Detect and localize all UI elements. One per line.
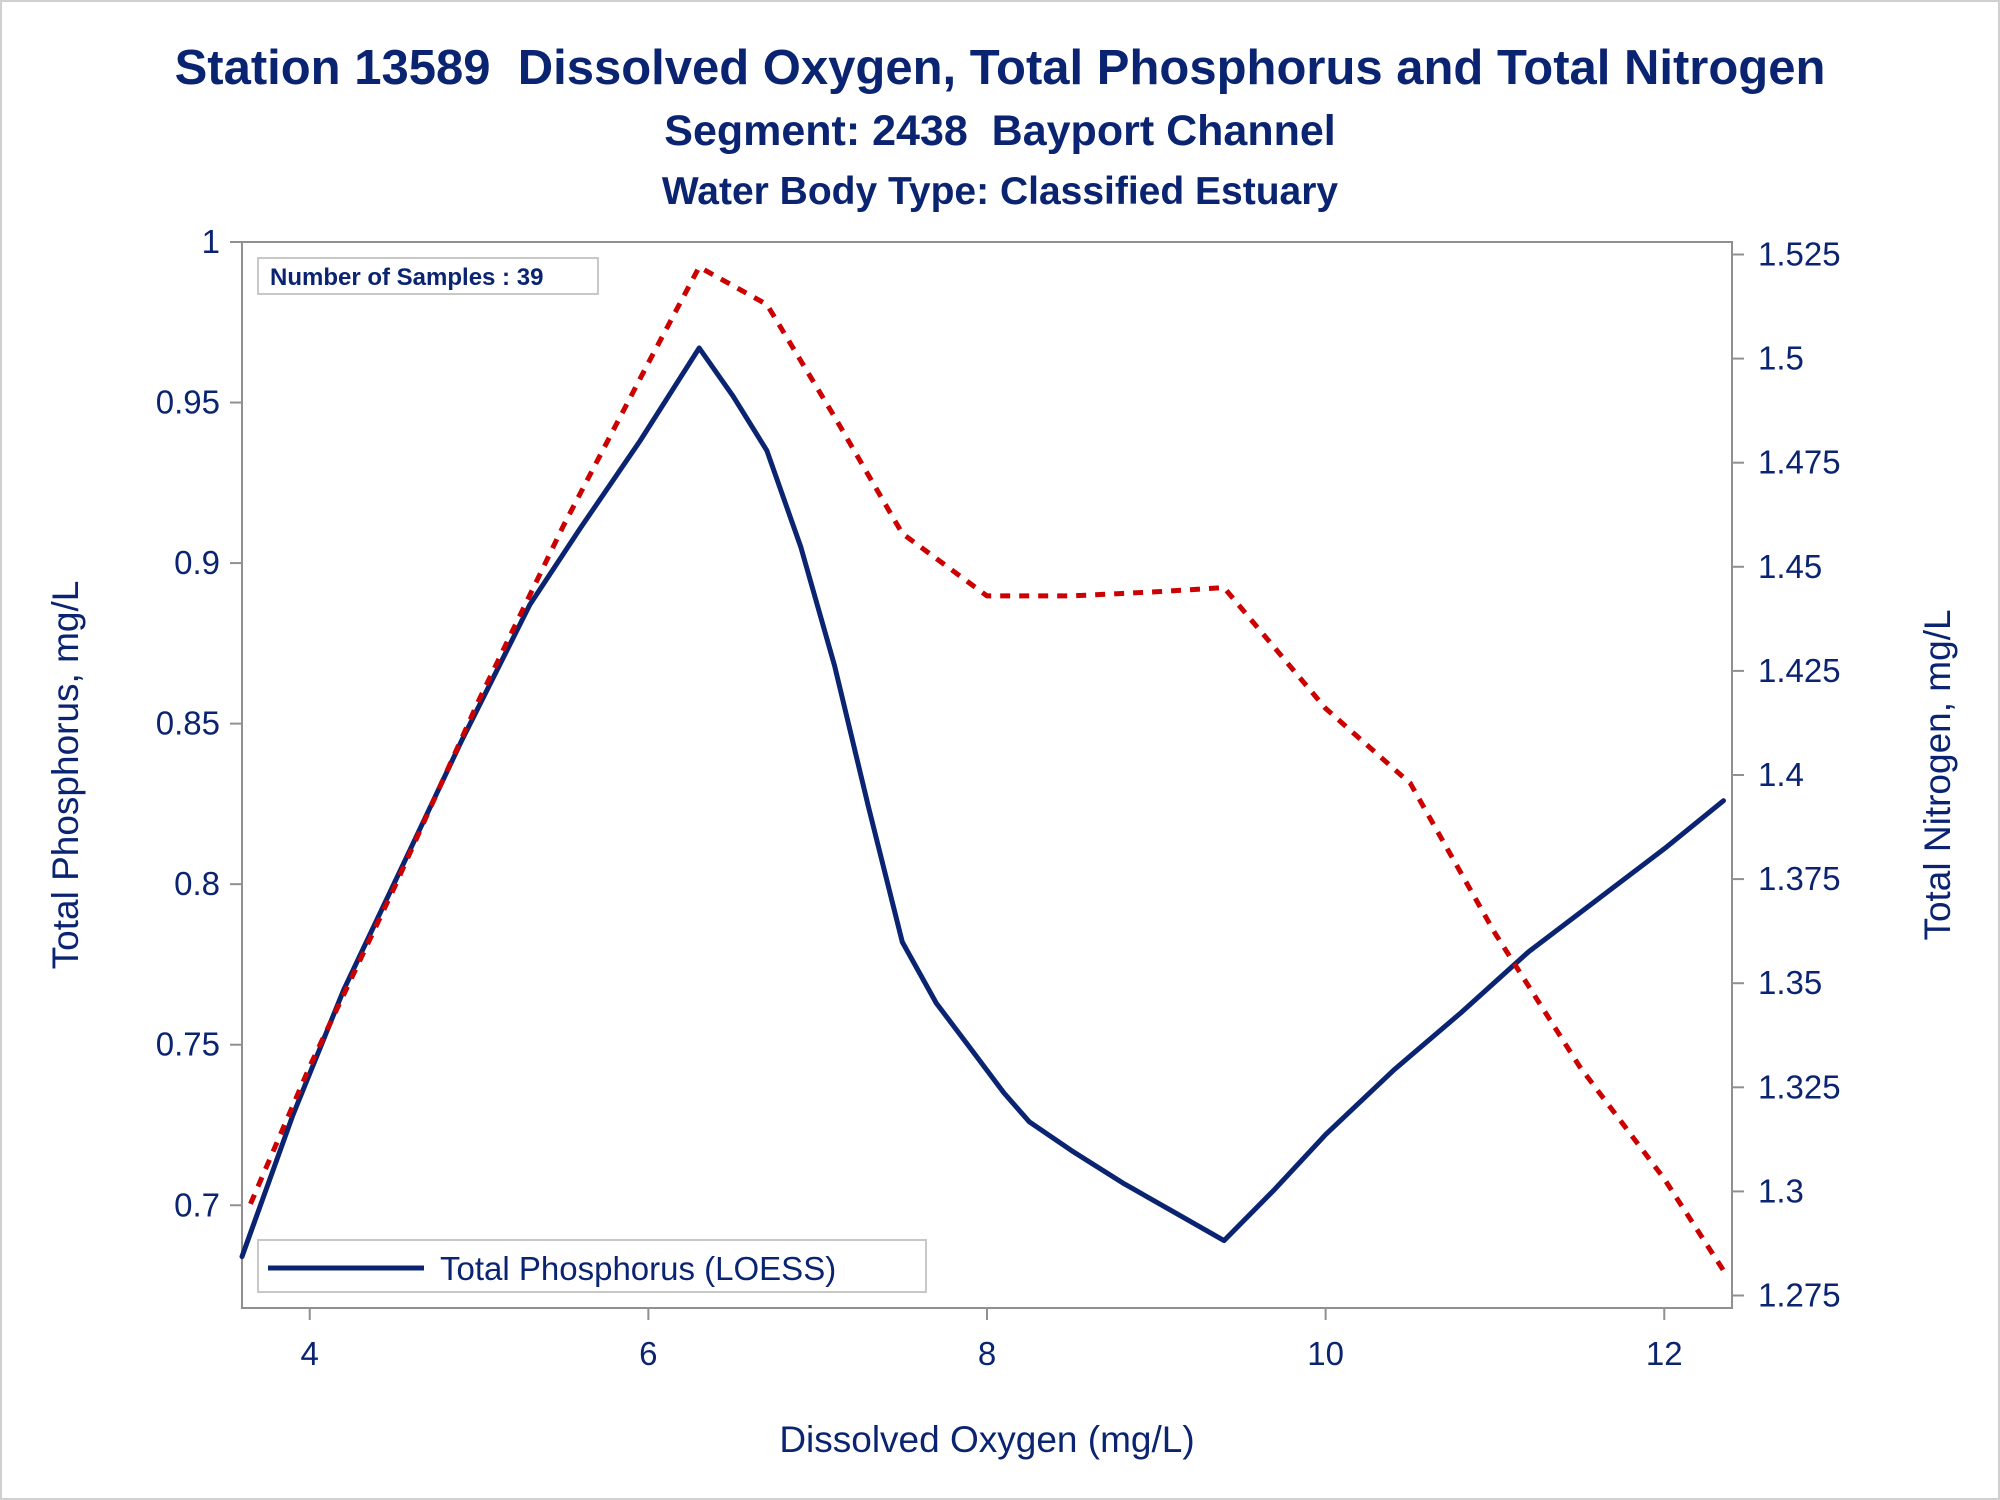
y-axis-label-right: Total Nitrogen, mg/L [1917,609,1958,940]
y2-tick-label: 1.45 [1758,548,1822,585]
y-tick-label: 0.7 [174,1186,220,1223]
series-line-total-phosphorus [239,345,1726,1260]
y2-tick-label: 1.325 [1758,1068,1841,1105]
y-tick-label: 0.95 [156,384,220,421]
y-tick-label: 0.85 [156,705,220,742]
y-axis-left: 0.7 0.75 0.8 0.85 0.9 0.95 1 [156,223,242,1223]
y-tick-label: 0.8 [174,865,220,902]
inset-text: Number of Samples : 39 [270,264,543,291]
y2-tick-label: 1.5 [1758,340,1804,377]
series-line-total-nitrogen [248,264,1726,1272]
x-tick-label: 10 [1307,1335,1344,1372]
x-axis: 4 6 8 10 12 [301,1308,1683,1372]
chart-subtitle-2: Water Body Type: Classified Estuary [661,170,1339,213]
y2-tick-label: 1.4 [1758,756,1804,793]
chart-title: Station 13589 Dissolved Oxygen, Total Ph… [174,41,1826,95]
x-tick-label: 8 [978,1335,996,1372]
sample-count-inset: Number of Samples : 39 [257,257,599,295]
y-tick-label: 0.75 [156,1026,220,1063]
x-tick-label: 4 [301,1335,319,1372]
y2-tick-label: 1.475 [1758,444,1841,481]
x-tick-label: 12 [1646,1335,1683,1372]
y2-tick-label: 1.525 [1758,235,1841,272]
plot-area [241,241,1733,1309]
x-axis-label: Dissolved Oxygen (mg/L) [779,1419,1194,1460]
y-tick-label: 1 [202,223,220,260]
legend: Total Phosphorus (LOESS) [257,1239,927,1293]
y2-tick-label: 1.3 [1758,1172,1804,1209]
y-tick-label: 0.9 [174,544,220,581]
legend-label-total-phosphorus: Total Phosphorus (LOESS) [440,1250,836,1287]
y2-tick-label: 1.275 [1758,1277,1841,1314]
y-axis-right: 1.275 1.3 1.325 1.35 1.375 1.4 1.425 1.45 1.475 1… [1732,235,1841,1314]
inset-box [257,257,599,295]
series-layer [239,264,1726,1272]
x-tick-label: 6 [639,1335,657,1372]
y2-tick-label: 1.35 [1758,964,1822,1001]
y-axis-label-left: Total Phosphorus, mg/L [45,581,86,970]
chart-subtitle: Segment: 2438 Bayport Channel [664,107,1336,155]
y2-tick-label: 1.375 [1758,860,1841,897]
y2-tick-label: 1.425 [1758,652,1841,689]
